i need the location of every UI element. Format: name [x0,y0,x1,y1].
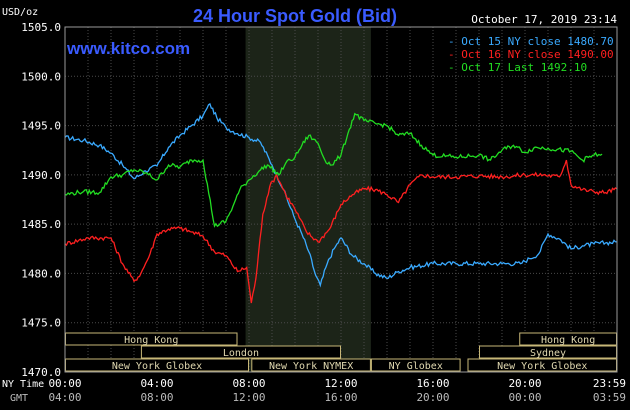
x-axis-label-ny: NY Time [2,379,44,390]
session-bar [140,345,341,359]
session-bar [251,358,371,372]
y-tick-label: 1480.0 [21,267,61,280]
y-tick-label: 1475.0 [21,317,61,330]
x-tick-label-ny: 00:00 [48,377,81,390]
y-tick-label: 1505.0 [21,21,61,34]
series-line [64,112,603,228]
x-tick-label-gmt: 03:59 [593,391,626,404]
session-label: Sydney [530,348,566,359]
plot-frame [64,26,618,373]
x-tick-label-gmt: 04:00 [48,391,81,404]
session-label: London [223,348,259,359]
x-tick-label-gmt: 20:00 [416,391,449,404]
session-bar [370,358,461,372]
x-tick-label-ny: 12:00 [324,377,357,390]
x-axis-label-gmt: GMT [10,393,28,404]
legend: - Oct 15 NY close 1480.70- Oct 16 NY clo… [448,35,614,74]
y-tick-label: 1500.0 [21,70,61,83]
x-tick-label-ny: 16:00 [416,377,449,390]
legend-entry: - Oct 17 Last 1492.10 [448,61,587,74]
y-axis-label: USD/oz [2,7,38,18]
session-label: NY Globex [389,361,443,372]
session-label: New York NYMEX [269,361,353,372]
series-line [64,102,617,288]
legend-entry: - Oct 16 NY close 1490.00 [448,48,614,61]
chart-timestamp: October 17, 2019 23:14 [471,13,617,26]
series-line [64,159,618,304]
y-tick-label: 1485.0 [21,218,61,231]
y-tick-label: 1490.0 [21,169,61,182]
chart-title: 24 Hour Spot Gold (Bid) [193,6,397,26]
nymex-highlight [245,27,371,372]
x-tick-label-gmt: 08:00 [140,391,173,404]
x-tick-label-gmt: 16:00 [324,391,357,404]
x-tick-label-ny: 20:00 [508,377,541,390]
x-tick-label-ny: 08:00 [232,377,265,390]
x-tick-label-ny: 04:00 [140,377,173,390]
x-tick-label-gmt: 12:00 [232,391,265,404]
x-tick-label-ny: 23:59 [593,377,626,390]
session-label: New York Globex [497,361,587,372]
y-tick-label: 1470.0 [21,366,61,379]
y-tick-label: 1495.0 [21,120,61,133]
source-watermark: www.kitco.com [66,39,190,58]
session-label: New York Globex [112,361,202,372]
legend-entry: - Oct 15 NY close 1480.70 [448,35,614,48]
session-label: Hong Kong [541,335,595,346]
session-label: Hong Kong [124,335,178,346]
x-tick-label-gmt: 00:00 [508,391,541,404]
